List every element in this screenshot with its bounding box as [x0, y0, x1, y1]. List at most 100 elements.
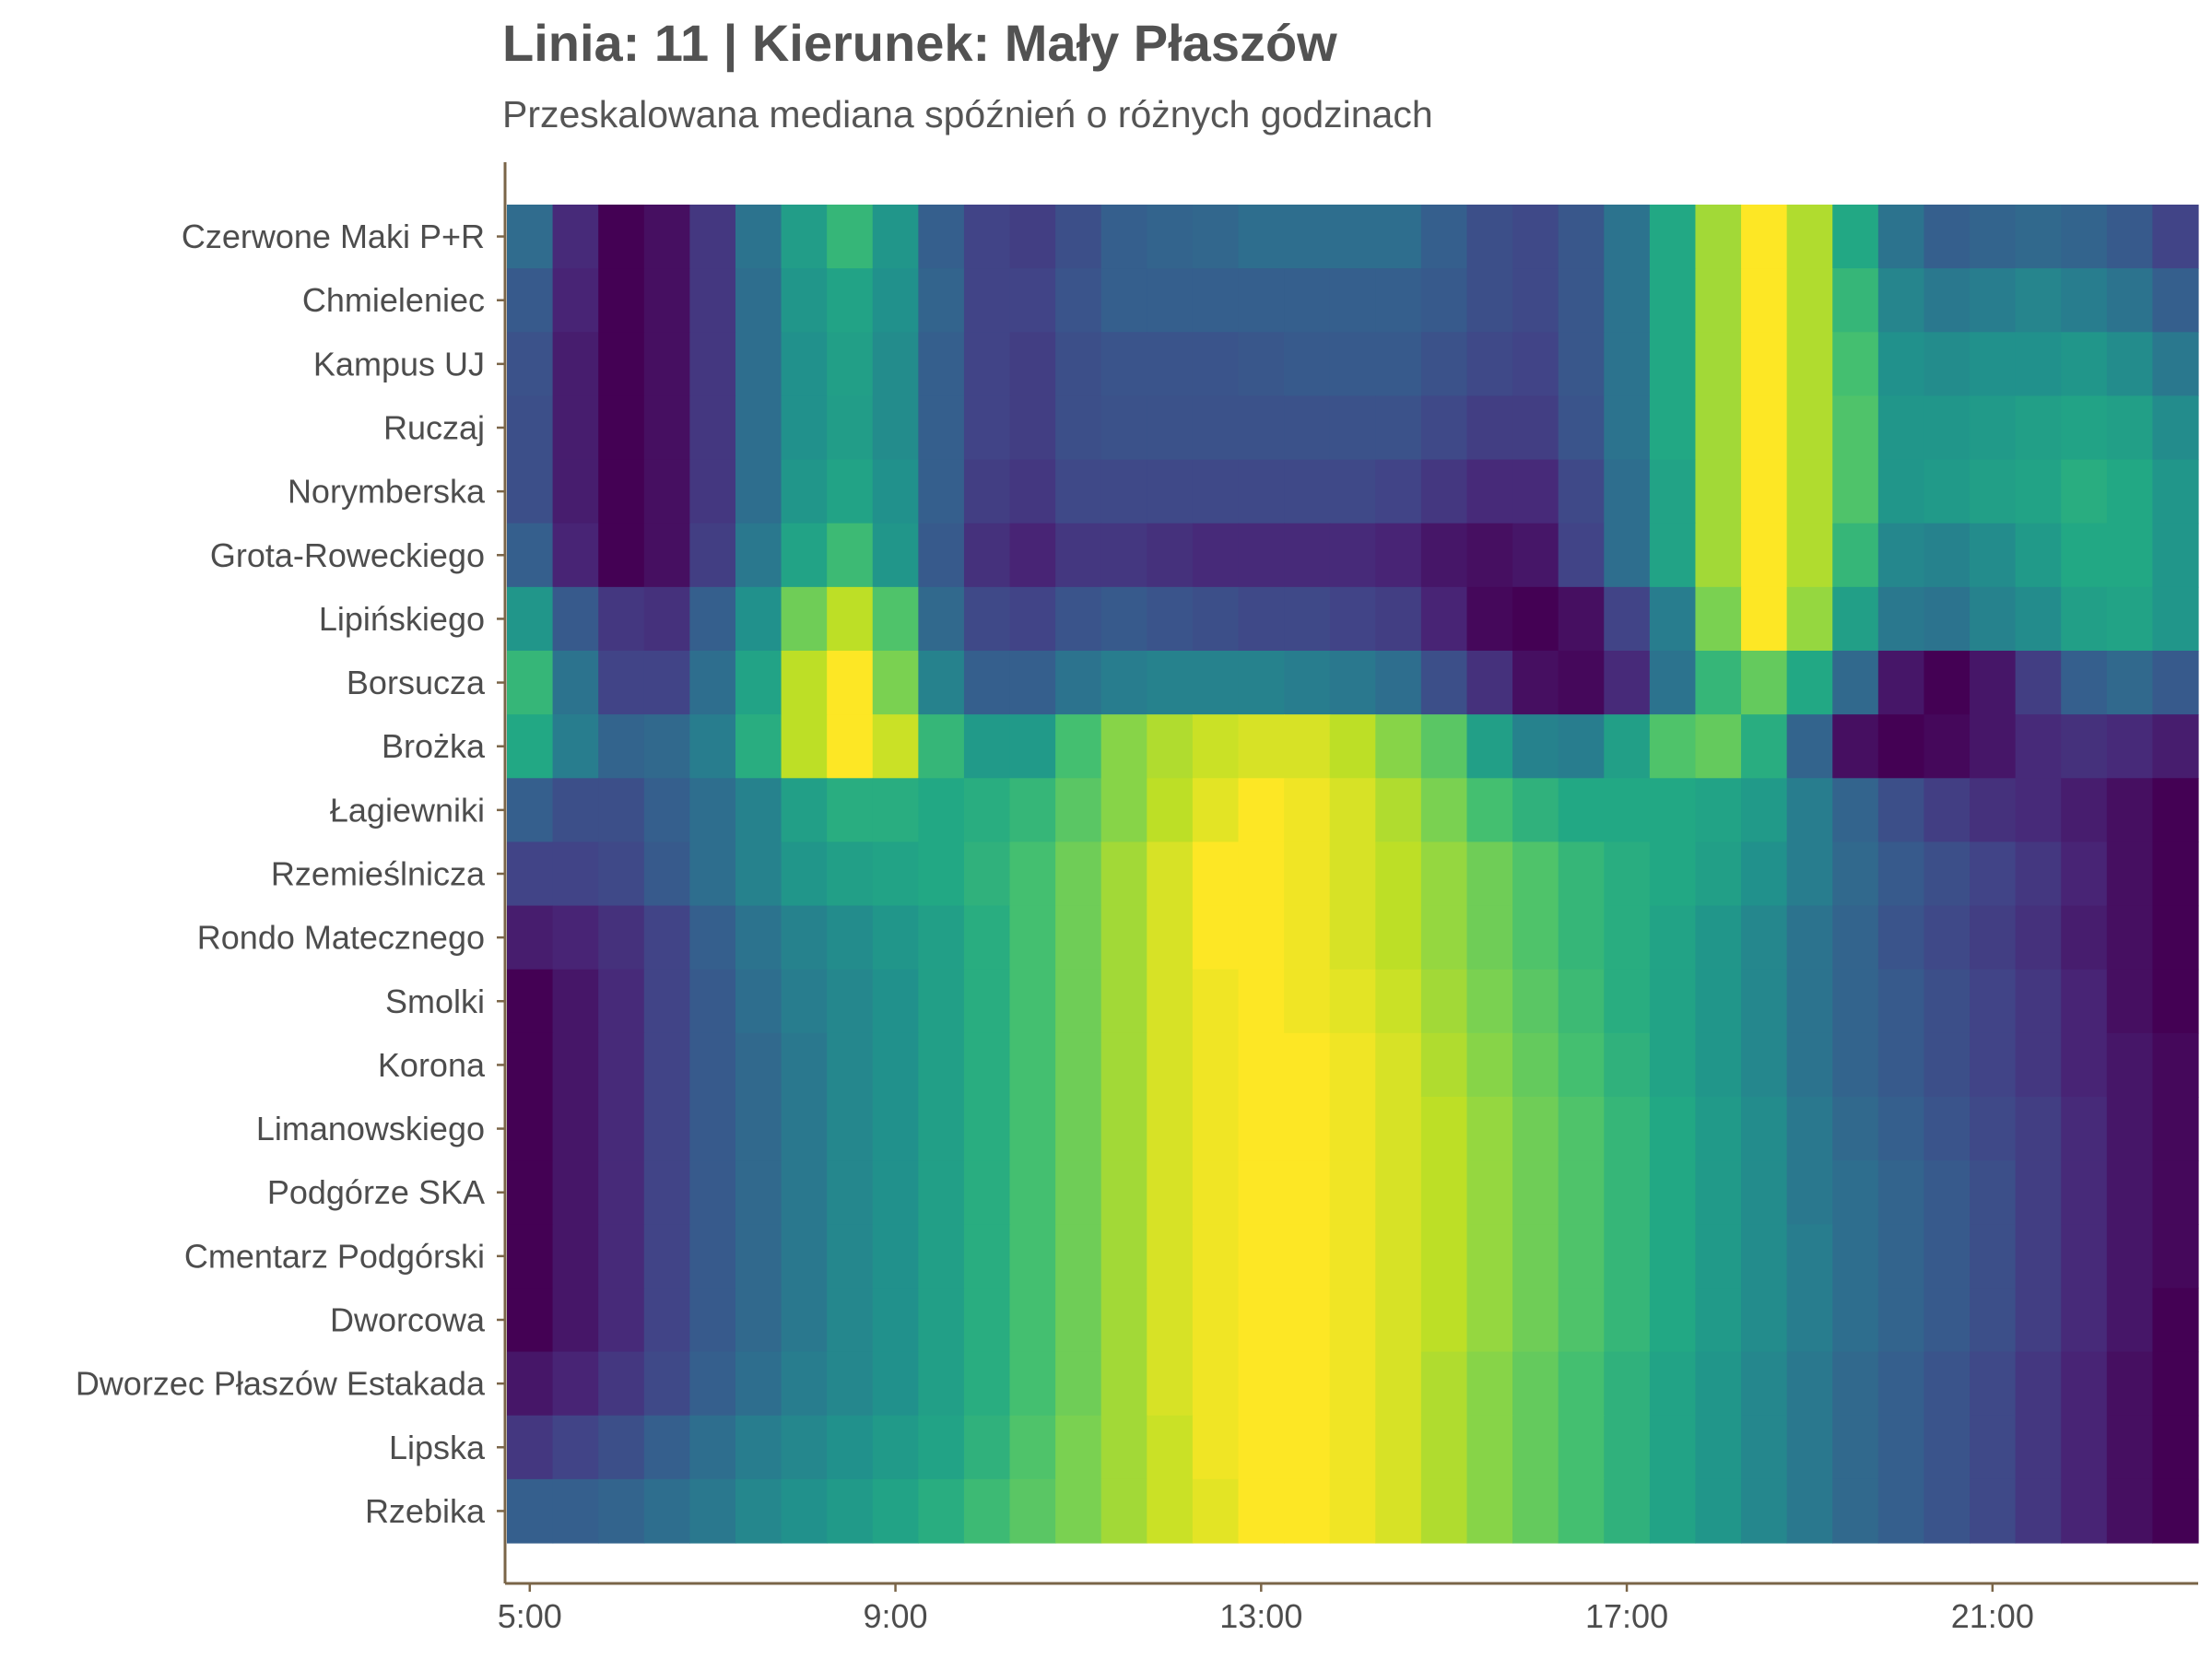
heatmap-cell — [1512, 459, 1559, 524]
heatmap-cell — [1924, 1288, 1971, 1353]
heatmap-cell — [918, 523, 965, 588]
heatmap-cell — [1604, 1478, 1651, 1544]
heatmap-cell — [1055, 778, 1102, 843]
heatmap-cell — [1832, 651, 1879, 715]
heatmap-cell — [1466, 1478, 1513, 1544]
heatmap-cell — [1192, 268, 1240, 333]
heatmap-cell — [1924, 1478, 1971, 1544]
heatmap-cell — [1420, 1224, 1468, 1289]
heatmap-cell — [735, 1160, 782, 1225]
heatmap-cell — [1284, 1351, 1331, 1417]
heatmap-cell — [2015, 586, 2062, 652]
heatmap-cell — [1420, 332, 1468, 397]
heatmap-cell — [1284, 1478, 1331, 1544]
heatmap-cell — [1786, 1288, 1833, 1353]
heatmap-cell — [1192, 1288, 1240, 1353]
heatmap-cell — [735, 1415, 782, 1480]
heatmap-cell — [2106, 1351, 2153, 1417]
heatmap-cell — [1741, 1478, 1788, 1544]
heatmap-cell — [2106, 1415, 2153, 1480]
heatmap-cell — [1009, 395, 1056, 461]
heatmap-cell — [1741, 778, 1788, 843]
heatmap-cell — [1558, 1160, 1605, 1225]
heatmap-cell — [1649, 1097, 1697, 1161]
heatmap-cell — [2015, 1224, 2062, 1289]
heatmap-cell — [1420, 778, 1468, 843]
heatmap-cell — [1832, 459, 1879, 524]
heatmap-cell — [1375, 586, 1422, 652]
heatmap-cell — [1877, 1032, 1925, 1098]
heatmap-cell — [1329, 395, 1376, 461]
heatmap-cell — [1420, 268, 1468, 333]
heatmap-cell — [1192, 332, 1240, 397]
heatmap-cell — [1147, 268, 1194, 333]
heatmap-cell — [1649, 395, 1697, 461]
heatmap-cell — [552, 841, 599, 907]
y-tick-label: Dworzec Płaszów Estakada — [76, 1365, 486, 1403]
heatmap-cell — [507, 969, 554, 1034]
y-tick-label: Limanowskiego — [256, 1110, 485, 1147]
heatmap-cell — [1512, 651, 1559, 715]
heatmap-cell — [689, 332, 736, 397]
heatmap-cell — [1512, 395, 1559, 461]
heatmap-cell — [918, 332, 965, 397]
heatmap-cell — [1329, 459, 1376, 524]
heatmap-cell — [1970, 714, 2017, 779]
heatmap-cell — [1877, 1160, 1925, 1225]
heatmap-cell — [1512, 1478, 1559, 1544]
heatmap-cell — [827, 651, 874, 715]
heatmap-cell — [1786, 1097, 1833, 1161]
heatmap-cell — [872, 395, 919, 461]
heatmap-cell — [1192, 714, 1240, 779]
heatmap-cell — [552, 1224, 599, 1289]
heatmap-cell — [507, 1160, 554, 1225]
heatmap-cell — [735, 714, 782, 779]
heatmap-cell — [1558, 1224, 1605, 1289]
heatmap-cell — [918, 1097, 965, 1161]
heatmap-cell — [552, 459, 599, 524]
heatmap-cell — [1970, 205, 2017, 269]
heatmap-cell — [1695, 1097, 1742, 1161]
heatmap-cell — [1466, 778, 1513, 843]
heatmap-cell — [552, 395, 599, 461]
heatmap-cell — [781, 1415, 828, 1480]
heatmap-cell — [2106, 778, 2153, 843]
heatmap-cell — [1695, 1032, 1742, 1098]
heatmap-cell — [1420, 1160, 1468, 1225]
heatmap-cell — [507, 1097, 554, 1161]
heatmap-cell — [1238, 1351, 1285, 1417]
heatmap-cell — [1832, 586, 1879, 652]
heatmap-cell — [963, 1351, 1011, 1417]
heatmap-cell — [1786, 778, 1833, 843]
heatmap-cell — [918, 651, 965, 715]
heatmap-cell — [827, 905, 874, 971]
heatmap-cell — [1741, 268, 1788, 333]
heatmap-cell — [1192, 1415, 1240, 1480]
heatmap-cell — [2152, 905, 2199, 971]
heatmap-cell — [1284, 1288, 1331, 1353]
heatmap-cell — [1466, 1097, 1513, 1161]
heatmap-cell — [552, 268, 599, 333]
heatmap-cell — [963, 1224, 1011, 1289]
y-tick-label: Dworcowa — [330, 1301, 486, 1339]
heatmap-cell — [735, 1288, 782, 1353]
y-tick-label: Rondo Matecznego — [197, 919, 485, 957]
heatmap-cell — [1466, 268, 1513, 333]
heatmap-cell — [1877, 332, 1925, 397]
y-tick-label: Grota-Roweckiego — [210, 536, 485, 574]
heatmap-cell — [1695, 332, 1742, 397]
heatmap-cell — [2061, 205, 2108, 269]
heatmap-cell — [1604, 586, 1651, 652]
heatmap-cell — [1741, 586, 1788, 652]
heatmap-cell — [1009, 1160, 1056, 1225]
heatmap-cell — [1741, 841, 1788, 907]
heatmap-cell — [1238, 586, 1285, 652]
heatmap-cell — [735, 905, 782, 971]
heatmap-cell — [1420, 905, 1468, 971]
heatmap-cell — [781, 1097, 828, 1161]
heatmap-cell — [1466, 1032, 1513, 1098]
heatmap-cell — [1238, 1097, 1285, 1161]
heatmap-cell — [1420, 395, 1468, 461]
y-tick-label: Norymberska — [288, 473, 486, 511]
heatmap-cell — [1741, 332, 1788, 397]
